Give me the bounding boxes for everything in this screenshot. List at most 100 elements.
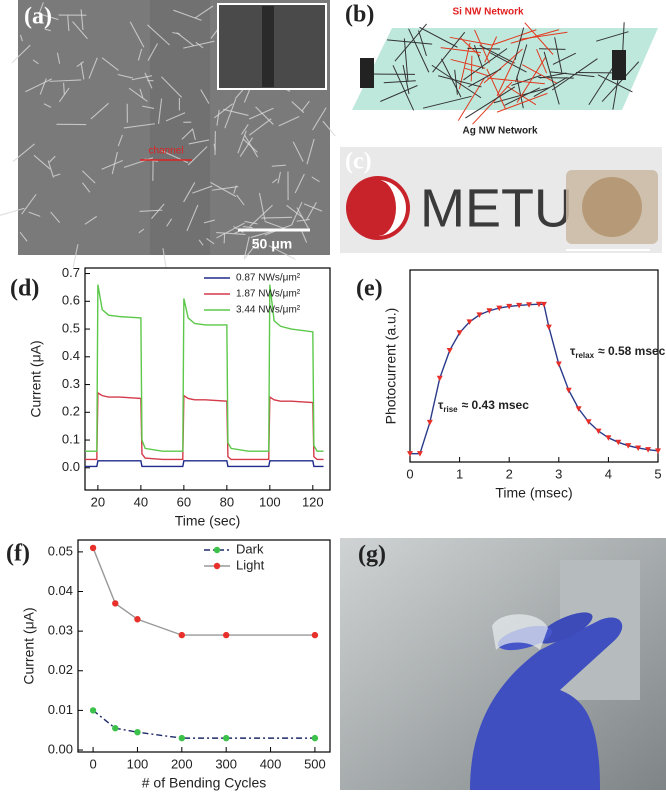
y-tick-label: 0.4: [62, 348, 80, 363]
panel-label: (f): [6, 541, 30, 567]
si-nanowire: [524, 22, 554, 55]
ag-nanowire: [514, 27, 525, 61]
nanowire: [67, 15, 70, 32]
point: [535, 301, 542, 308]
y-tick-label: 0.7: [62, 265, 80, 280]
series-line: [410, 303, 659, 455]
si-nanowire: [491, 29, 537, 46]
si-nanowire: [510, 29, 560, 44]
panel-label: (a): [24, 4, 52, 30]
nanowire: [211, 185, 239, 191]
nanowire: [146, 24, 170, 46]
si-nanowire: [484, 36, 498, 63]
point: [89, 544, 97, 552]
nanowire: [80, 9, 84, 30]
legend-marker: [213, 546, 221, 554]
y-tick-label: 0.0: [62, 459, 80, 474]
nanowire: [147, 43, 159, 61]
x-axis-label: # of Bending Cycles: [142, 775, 267, 791]
nanowire: [181, 128, 194, 140]
point: [456, 330, 463, 336]
si-nanowire: [472, 81, 513, 125]
nanowire: [56, 52, 61, 64]
ag-nanowire: [601, 61, 640, 102]
ag-nanowire: [431, 64, 482, 99]
nanowire: [172, 31, 181, 35]
nanowire: [244, 220, 258, 225]
nanowire: [128, 87, 148, 102]
nanowire: [312, 107, 327, 131]
x-tick-label: 0: [89, 756, 96, 771]
nanowire: [216, 109, 220, 126]
si-nanowire: [449, 36, 493, 46]
nanowire: [88, 57, 98, 79]
plot-frame: [409, 269, 659, 463]
nanowire: [223, 108, 249, 116]
y-tick-label: 0.6: [62, 293, 80, 308]
nanowire: [49, 79, 82, 82]
panel-label: (g): [358, 542, 386, 568]
nanowire: [32, 59, 39, 65]
y-tick-label: 0.2: [62, 404, 80, 419]
nanowire: [194, 5, 214, 19]
nanowire: [173, 9, 202, 21]
point: [555, 361, 562, 367]
inset-channel: [262, 6, 274, 87]
y-tick-label: 0.03: [48, 623, 73, 638]
nanowire: [301, 100, 310, 112]
ag-nanowire: [550, 71, 595, 78]
nanowire: [139, 88, 144, 98]
nanowire: [43, 103, 52, 108]
nanowire: [255, 106, 274, 125]
ag-nanowire: [383, 80, 416, 84]
nanowire: [187, 146, 208, 166]
nanowire: [248, 118, 272, 136]
nanowire: [44, 28, 51, 32]
nanowire: [322, 120, 336, 137]
nanowire: [224, 98, 237, 129]
nanowire: [82, 182, 91, 193]
ag-nanowire: [438, 75, 482, 88]
ag-nanowire: [454, 69, 458, 95]
si-nanowire: [450, 58, 486, 69]
nanowire: [183, 182, 196, 203]
point: [605, 435, 612, 441]
si-nanowire: [487, 77, 545, 85]
nanowire: [49, 155, 56, 163]
nanowire: [162, 248, 167, 269]
glove: [470, 617, 623, 790]
sample-film: [582, 177, 642, 237]
si-nanowire: [486, 68, 506, 109]
nanowire: [250, 230, 274, 239]
nanowire: [242, 226, 253, 229]
point: [134, 728, 141, 736]
ag-nanowire: [441, 58, 462, 98]
x-tick-label: 300: [215, 756, 237, 771]
nanowire: [21, 194, 37, 215]
nanowire: [216, 222, 245, 239]
si-nanowire: [522, 64, 558, 85]
ag-nanowire: [551, 58, 598, 91]
nanowire: [305, 201, 317, 221]
series-line: [85, 460, 324, 468]
nanowire: [243, 242, 258, 260]
ag-nanowire: [539, 72, 567, 79]
nanowire: [138, 228, 145, 234]
point: [426, 419, 433, 426]
point: [540, 301, 547, 308]
y-tick-label: 0.05: [48, 543, 73, 558]
nanowire: [81, 170, 96, 184]
legend-label: 3.44 NWs/μm²: [236, 305, 301, 316]
legend-label: 0.87 NWs/μm²: [236, 273, 301, 284]
ag-nanowire: [504, 87, 541, 106]
nanowire: [117, 134, 123, 147]
nanowire: [192, 185, 213, 194]
nanowire: [151, 203, 165, 219]
point: [112, 725, 119, 732]
nanowire: [123, 123, 155, 129]
panel-label: (c): [345, 149, 372, 175]
nanowire: [249, 204, 273, 228]
nanowire: [233, 185, 237, 194]
ag-nanowire: [473, 44, 484, 70]
